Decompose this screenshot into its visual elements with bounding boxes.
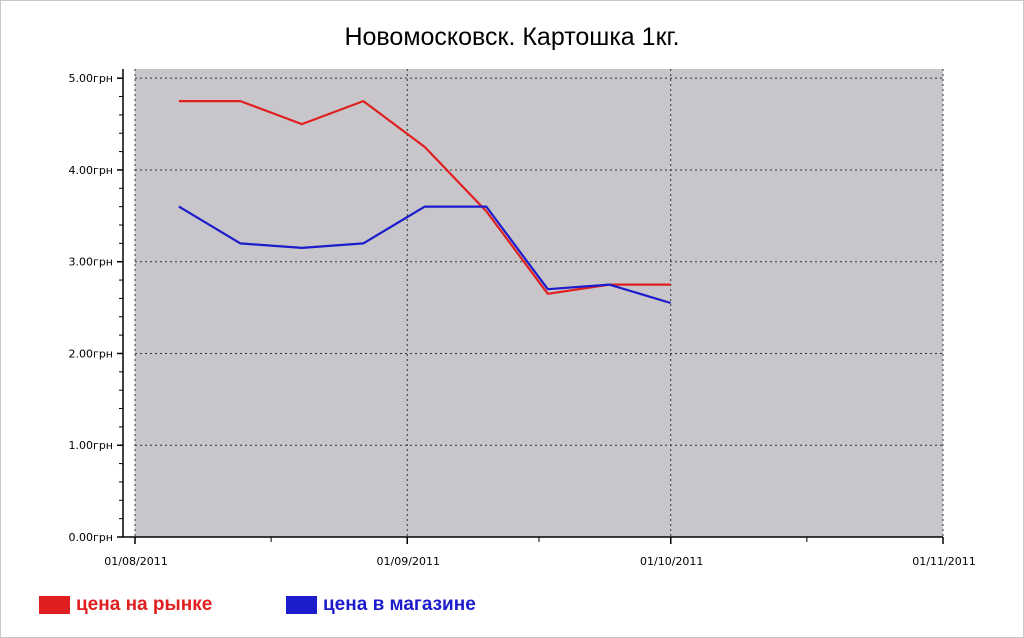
legend-swatch-store [286,596,317,614]
chart-title: Новомосковск. Картошка 1кг. [344,23,679,51]
x-tick-label: 01/09/2011 [377,555,440,568]
legend-swatch-market [39,596,70,614]
y-tick-label: 5.00грн [69,72,113,85]
tick-labels: 01/08/2011 01/09/2011 01/10/2011 01/11/2011… [69,72,976,568]
series-line-store [178,205,672,305]
y-tick-label: 3.00грн [69,256,113,269]
x-tick-label: 01/10/2011 [640,555,703,568]
y-tick-label: 4.00грн [69,164,113,177]
series-line-market [178,99,671,295]
grid [134,69,944,538]
series [178,99,672,305]
plot-area [135,69,943,537]
x-tick-label: 01/11/2011 [912,555,975,568]
legend-item-market: цена на рынке [39,593,212,617]
y-tick-label: 1.00грн [69,439,113,452]
legend-item-store: цена в магазине [286,593,476,617]
axes [117,69,944,544]
legend-label-market: цена на рынке [76,594,213,615]
legend-label-store: цена в магазине [323,594,476,615]
x-tick-label: 01/08/2011 [104,555,167,568]
y-tick-label: 2.00грн [69,347,113,360]
y-tick-label: 0.00грн [69,531,113,544]
